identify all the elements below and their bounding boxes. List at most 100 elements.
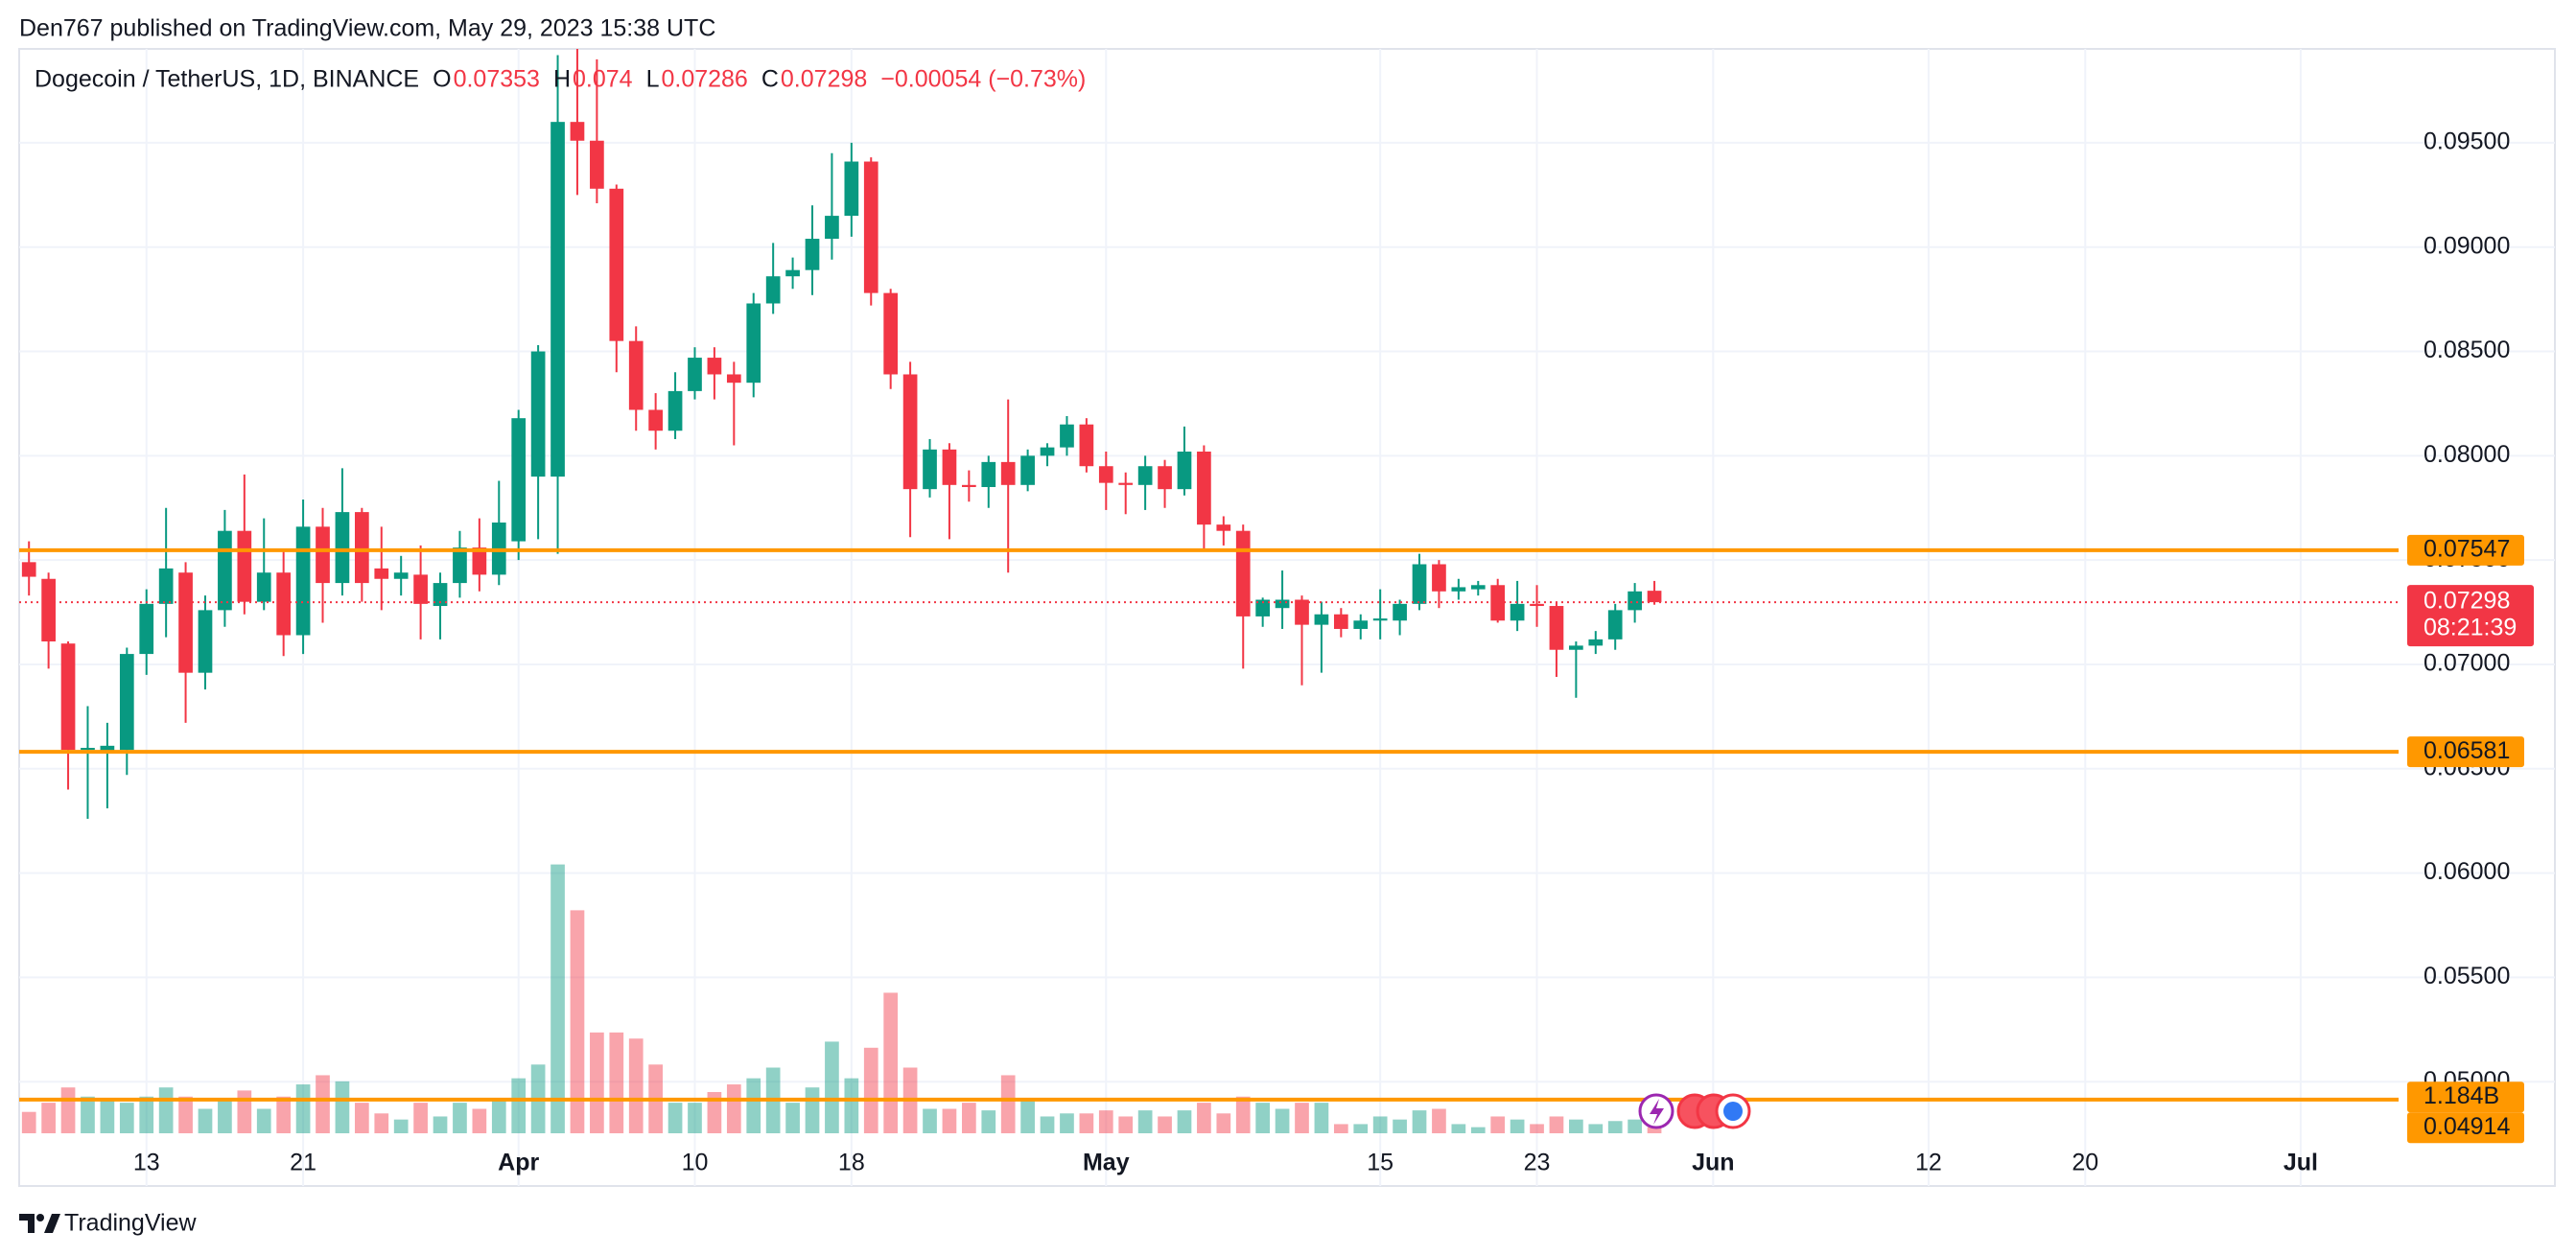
candle-body (688, 358, 702, 391)
candle-body (785, 269, 800, 277)
legend-key: O (433, 66, 451, 93)
candle-body (393, 572, 409, 579)
candle-body (1079, 424, 1094, 467)
candle-body (609, 188, 624, 341)
candle-body (667, 390, 683, 431)
legend-value: 0.07286 (661, 66, 747, 93)
volume-bar (805, 1087, 820, 1133)
volume-bar (276, 1096, 292, 1133)
volume-bar (1295, 1103, 1309, 1133)
x-tick-label: 23 (1524, 1150, 1551, 1176)
candle-body (81, 748, 95, 751)
volume-bar (158, 1087, 174, 1133)
candle-body (158, 568, 174, 604)
candle-body (100, 745, 115, 753)
volume-bar (81, 1096, 95, 1133)
level-label: 0.07547 (2424, 536, 2510, 563)
candle-body (1216, 524, 1231, 531)
volume-bar (1216, 1113, 1231, 1133)
candle-body (1295, 599, 1309, 625)
x-tick-label: 21 (290, 1150, 316, 1176)
x-tick-label: 12 (1915, 1150, 1942, 1176)
candle-body (1158, 466, 1172, 490)
candle-body (805, 239, 820, 270)
volume-bar (1060, 1113, 1074, 1133)
price-pane (19, 49, 2399, 1102)
volume-bar (511, 1078, 527, 1133)
volume-bar (1510, 1119, 1525, 1133)
x-tick-label: 10 (682, 1150, 709, 1176)
volume-bar (256, 1108, 271, 1133)
volume-bar (237, 1090, 252, 1133)
volume-bar (1432, 1108, 1446, 1133)
candle-body (1628, 591, 1642, 611)
volume-bar (218, 1099, 232, 1133)
candle-body (923, 449, 937, 490)
volume-bar (590, 1032, 604, 1133)
legend-key: L (646, 66, 660, 93)
symbol-title: Dogecoin / TetherUS, 1D, BINANCE (35, 66, 419, 93)
volume-bar (1333, 1124, 1348, 1133)
volume-bar (139, 1096, 154, 1133)
candle-body (883, 292, 899, 375)
candle-body (1275, 599, 1290, 609)
volume-bar (1118, 1116, 1134, 1133)
candle-body (1020, 455, 1035, 485)
logo-mark (44, 1214, 60, 1233)
logo-mark (19, 1214, 35, 1233)
volume-bar (688, 1103, 702, 1133)
candle-body (1490, 585, 1506, 621)
candle-body (1040, 447, 1055, 456)
volume-bar (100, 1099, 115, 1133)
candle-body (746, 303, 761, 384)
y-tick-label: 0.06000 (2424, 858, 2510, 885)
volume-bar (1647, 1127, 1662, 1133)
volume-bar (491, 1099, 506, 1133)
candle-body (962, 484, 976, 487)
volume-bar (178, 1096, 193, 1133)
candle-body (1470, 585, 1486, 590)
volume-bar (60, 1087, 76, 1133)
candle-body (1197, 451, 1211, 525)
x-tick-label: 13 (133, 1150, 160, 1176)
candle-body (1549, 606, 1564, 650)
candle-body (453, 547, 467, 584)
candle-body (1451, 587, 1466, 592)
x-tick-label: Jun (1692, 1150, 1734, 1176)
volume-bar (1588, 1124, 1604, 1133)
candle-body (726, 374, 741, 384)
volume-bar (453, 1103, 467, 1133)
publish-header: Den767 published on TradingView.com, May… (19, 15, 715, 42)
volume-bar (354, 1103, 369, 1133)
logo-mark (36, 1214, 44, 1221)
candle-body (707, 358, 722, 375)
volume-bar (863, 1047, 878, 1133)
volume-bar (726, 1084, 741, 1133)
volume-label-box (2407, 1082, 2524, 1113)
candle-body (1177, 451, 1192, 490)
volume-pane (21, 864, 1662, 1133)
volume-bar (1197, 1103, 1211, 1133)
volume-bar (628, 1038, 644, 1133)
volume-bar (1530, 1124, 1544, 1133)
volume-bar (923, 1108, 937, 1133)
volume-bar (1470, 1127, 1486, 1133)
candle-body (1235, 530, 1251, 616)
candle-body (1333, 614, 1348, 629)
candle-body (276, 572, 292, 636)
candle-body (335, 512, 350, 584)
candle-body (295, 526, 311, 636)
candle-body (844, 161, 859, 217)
volume-bar (1079, 1113, 1094, 1133)
chart-frame (18, 48, 2556, 1187)
volume-bar (1451, 1124, 1466, 1133)
level-label-box (2407, 534, 2524, 566)
level-label: 0.06581 (2424, 737, 2510, 764)
volume-bar (41, 1103, 56, 1133)
volume-bar (413, 1103, 428, 1133)
candle-body (413, 574, 428, 604)
volume-bar (316, 1075, 330, 1133)
volume-bar (1372, 1116, 1388, 1133)
candle-body (765, 276, 781, 304)
volume-bar (374, 1113, 389, 1133)
